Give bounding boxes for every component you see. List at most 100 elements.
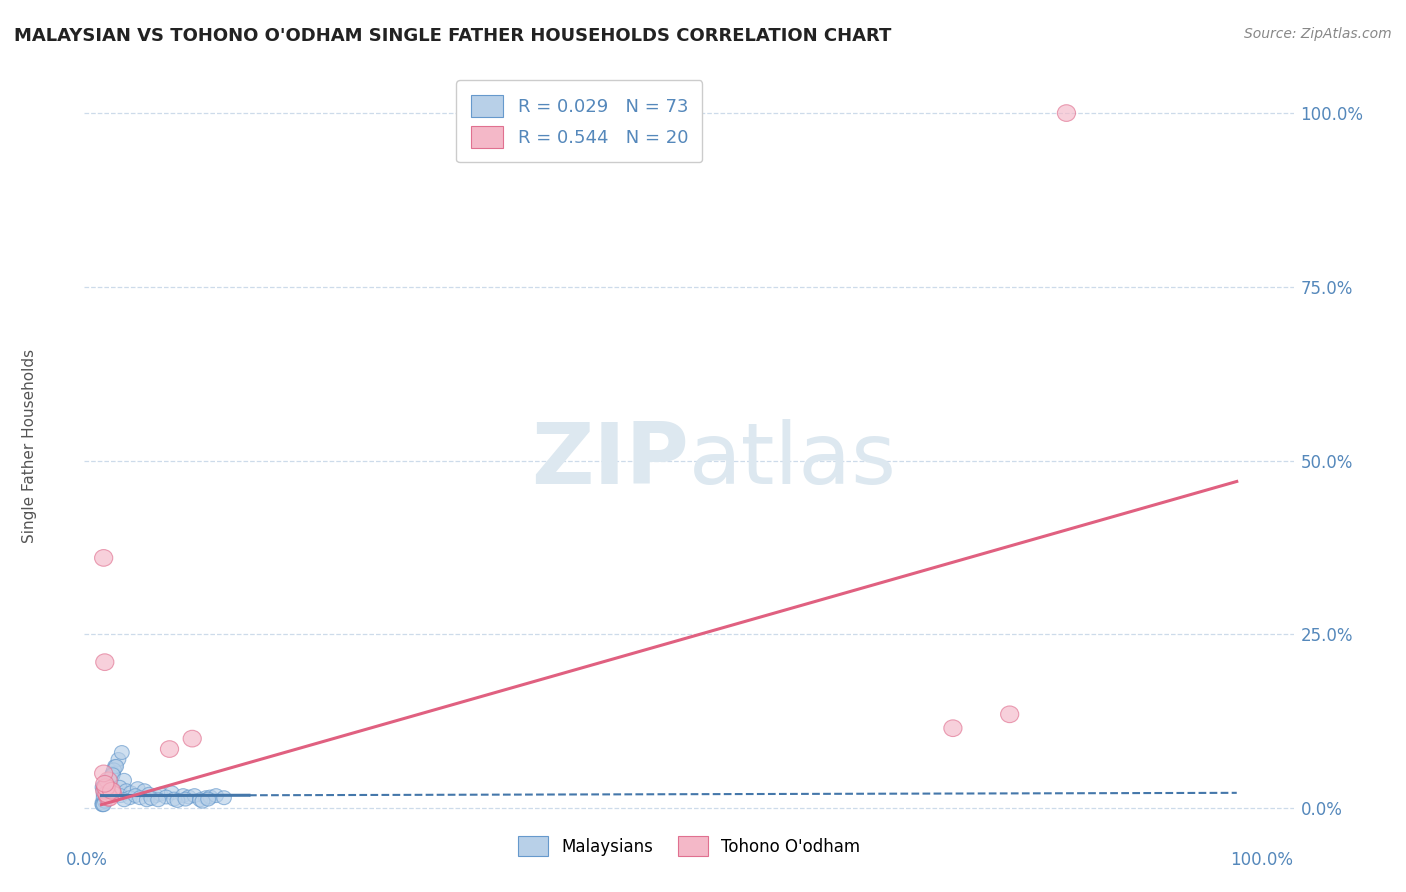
Ellipse shape <box>101 780 115 794</box>
Ellipse shape <box>98 772 117 789</box>
Ellipse shape <box>143 791 159 805</box>
Ellipse shape <box>96 784 111 797</box>
Ellipse shape <box>114 789 128 803</box>
Ellipse shape <box>1057 104 1076 121</box>
Ellipse shape <box>114 746 129 759</box>
Ellipse shape <box>111 753 125 766</box>
Ellipse shape <box>107 763 121 777</box>
Text: Source: ZipAtlas.com: Source: ZipAtlas.com <box>1244 27 1392 41</box>
Ellipse shape <box>96 790 111 805</box>
Ellipse shape <box>100 780 114 794</box>
Ellipse shape <box>187 789 202 803</box>
Ellipse shape <box>176 789 191 803</box>
Ellipse shape <box>98 790 114 805</box>
Ellipse shape <box>122 790 138 805</box>
Ellipse shape <box>132 790 148 805</box>
Ellipse shape <box>104 770 120 784</box>
Ellipse shape <box>160 740 179 757</box>
Ellipse shape <box>97 794 112 808</box>
Ellipse shape <box>179 792 193 806</box>
Ellipse shape <box>103 782 121 799</box>
Ellipse shape <box>104 770 120 784</box>
Text: 100.0%: 100.0% <box>1230 851 1294 869</box>
Ellipse shape <box>124 786 138 800</box>
Ellipse shape <box>97 779 115 796</box>
Ellipse shape <box>201 792 215 806</box>
Ellipse shape <box>98 790 114 805</box>
Ellipse shape <box>105 768 120 781</box>
Ellipse shape <box>1001 706 1019 723</box>
Ellipse shape <box>96 797 111 812</box>
Ellipse shape <box>195 794 209 808</box>
Ellipse shape <box>96 797 110 812</box>
Ellipse shape <box>150 793 166 806</box>
Ellipse shape <box>94 549 112 566</box>
Ellipse shape <box>103 777 117 790</box>
Ellipse shape <box>96 780 111 794</box>
Ellipse shape <box>96 775 114 792</box>
Ellipse shape <box>128 789 143 803</box>
Ellipse shape <box>97 794 112 808</box>
Ellipse shape <box>101 782 120 799</box>
Ellipse shape <box>98 788 114 801</box>
Ellipse shape <box>97 794 112 808</box>
Ellipse shape <box>94 765 112 781</box>
Ellipse shape <box>170 794 184 807</box>
Text: 0.0%: 0.0% <box>66 851 108 869</box>
Text: ZIP: ZIP <box>531 419 689 502</box>
Ellipse shape <box>165 786 179 800</box>
Ellipse shape <box>96 654 114 671</box>
Ellipse shape <box>98 786 117 803</box>
Ellipse shape <box>96 796 110 810</box>
Ellipse shape <box>103 777 117 790</box>
Ellipse shape <box>208 789 224 803</box>
Ellipse shape <box>181 790 197 804</box>
Ellipse shape <box>98 788 114 801</box>
Ellipse shape <box>101 780 115 794</box>
Ellipse shape <box>100 784 114 797</box>
Ellipse shape <box>167 792 181 806</box>
Text: atlas: atlas <box>689 419 897 502</box>
Ellipse shape <box>96 782 114 799</box>
Ellipse shape <box>159 790 173 804</box>
Ellipse shape <box>120 784 134 797</box>
Ellipse shape <box>117 793 132 806</box>
Ellipse shape <box>100 789 118 806</box>
Ellipse shape <box>108 788 124 801</box>
Ellipse shape <box>193 793 208 806</box>
Ellipse shape <box>183 731 201 747</box>
Ellipse shape <box>97 779 115 796</box>
Ellipse shape <box>202 790 218 804</box>
Ellipse shape <box>131 781 145 796</box>
Ellipse shape <box>139 793 155 806</box>
Ellipse shape <box>98 790 114 805</box>
Text: MALAYSIAN VS TOHONO O'ODHAM SINGLE FATHER HOUSEHOLDS CORRELATION CHART: MALAYSIAN VS TOHONO O'ODHAM SINGLE FATHE… <box>14 27 891 45</box>
Ellipse shape <box>100 784 114 797</box>
Ellipse shape <box>149 789 163 803</box>
Ellipse shape <box>103 773 117 788</box>
Ellipse shape <box>96 780 110 794</box>
Ellipse shape <box>198 790 214 805</box>
Ellipse shape <box>100 788 114 801</box>
Ellipse shape <box>153 788 167 801</box>
Ellipse shape <box>101 773 115 788</box>
Ellipse shape <box>105 766 120 780</box>
Ellipse shape <box>103 773 118 788</box>
Ellipse shape <box>96 788 111 801</box>
Ellipse shape <box>217 790 232 805</box>
Ellipse shape <box>142 788 156 801</box>
Ellipse shape <box>112 780 127 794</box>
Ellipse shape <box>138 784 152 797</box>
Ellipse shape <box>98 789 117 806</box>
Ellipse shape <box>943 720 962 737</box>
Ellipse shape <box>103 773 118 788</box>
Ellipse shape <box>96 797 110 812</box>
Ellipse shape <box>108 759 124 773</box>
Ellipse shape <box>104 786 122 803</box>
Legend: Malaysians, Tohono O'odham: Malaysians, Tohono O'odham <box>509 828 869 864</box>
Ellipse shape <box>105 766 120 780</box>
Text: Single Father Households: Single Father Households <box>22 349 38 543</box>
Ellipse shape <box>108 759 122 773</box>
Ellipse shape <box>97 794 112 808</box>
Ellipse shape <box>117 773 132 788</box>
